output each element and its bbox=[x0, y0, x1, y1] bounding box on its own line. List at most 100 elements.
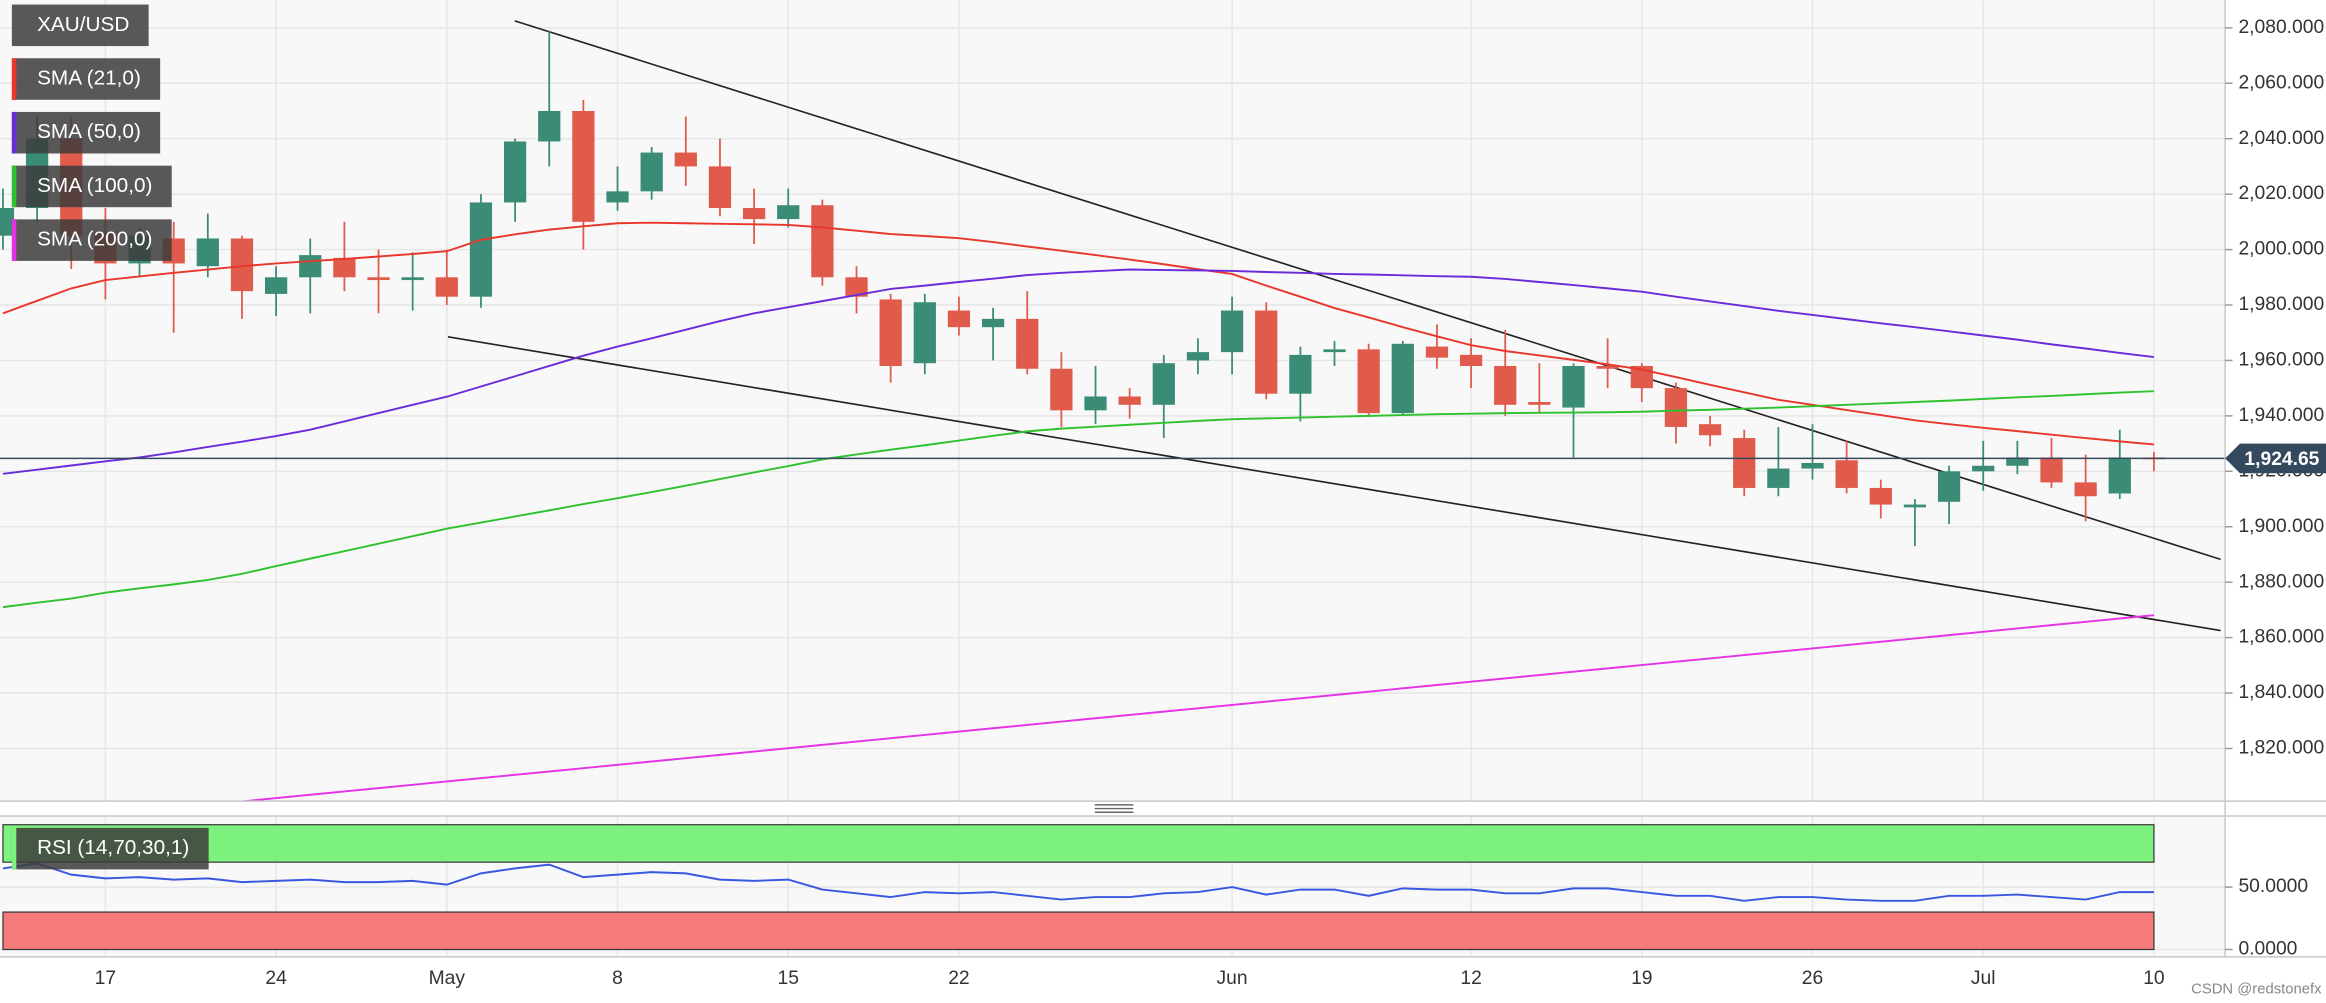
rsi-band bbox=[2, 824, 2155, 863]
candle-body bbox=[572, 110, 595, 222]
candle-body bbox=[606, 191, 629, 203]
rsi-layer bbox=[2, 824, 2155, 951]
x-tick-label: May bbox=[429, 968, 466, 989]
candle-body bbox=[1937, 471, 1961, 502]
price-layer bbox=[0, 20, 2226, 802]
candle-body bbox=[1494, 365, 1517, 405]
legend-box bbox=[11, 4, 149, 47]
x-tick-label: 8 bbox=[612, 968, 623, 989]
candle-body bbox=[1835, 460, 1858, 488]
legend-entry: SMA (21,0) bbox=[11, 58, 161, 100]
candle-body bbox=[196, 238, 219, 267]
y-tick-label: 1,820.000 bbox=[2238, 738, 2324, 759]
candle-body bbox=[1152, 363, 1175, 405]
legend-label: SMA (50,0) bbox=[37, 120, 141, 143]
candle-body bbox=[1425, 346, 1449, 358]
x-tick-label: Jun bbox=[1217, 968, 1248, 989]
y-tick-label: 1,940.000 bbox=[2238, 405, 2324, 426]
x-tick-label: 26 bbox=[1802, 968, 1823, 989]
y-tick-label: 1,880.000 bbox=[2238, 571, 2324, 592]
candle-body bbox=[913, 302, 936, 364]
pane-resize-handle[interactable] bbox=[1094, 804, 1134, 814]
y-tick-label: 1,900.000 bbox=[2238, 516, 2324, 537]
indicator-line bbox=[2, 221, 2155, 446]
legend-entry: XAU/USD bbox=[11, 4, 149, 47]
x-tick-label: 17 bbox=[95, 968, 116, 989]
candle-body bbox=[1698, 424, 1722, 436]
legend-marker bbox=[11, 219, 17, 261]
x-tick-label: 24 bbox=[265, 968, 287, 989]
legend-layer: XAU/USD SMA (21,0) SMA (50,0) SMA (100,0) SM… bbox=[11, 4, 209, 870]
candle-body bbox=[2040, 457, 2063, 483]
legend-entry: RSI (14,70,30,1) bbox=[11, 827, 209, 870]
x-tick-label: 15 bbox=[778, 968, 799, 989]
rsi-y-tick-label: 50.0000 bbox=[2238, 876, 2308, 897]
candle-body bbox=[401, 277, 424, 281]
y-tick-label: 2,040.000 bbox=[2238, 128, 2324, 149]
candle-body bbox=[1323, 349, 1346, 353]
candle-body bbox=[777, 205, 800, 220]
candle-body bbox=[947, 310, 971, 328]
legend-box bbox=[11, 58, 161, 100]
y-tick-label: 2,080.000 bbox=[2238, 17, 2324, 38]
watermark: CSDN @redstonefx bbox=[2191, 981, 2322, 997]
legend-box bbox=[11, 111, 161, 154]
candle-body bbox=[879, 299, 902, 366]
candle-body bbox=[1733, 438, 1756, 488]
candle-body bbox=[1289, 354, 1312, 394]
candle-body bbox=[1801, 462, 1824, 469]
legend-box bbox=[11, 165, 172, 208]
legend-marker bbox=[11, 111, 17, 154]
y-tick-label: 1,860.000 bbox=[2238, 627, 2324, 648]
legend-label: RSI (14,70,30,1) bbox=[37, 836, 189, 859]
candle-body bbox=[1972, 465, 1995, 472]
last-price-label: 1,924.65 bbox=[2244, 449, 2319, 470]
lower-trend-line bbox=[447, 336, 2221, 632]
upper-trend-line bbox=[514, 20, 2221, 561]
candle-body bbox=[1255, 310, 1278, 394]
price-plot-background bbox=[0, 0, 2225, 801]
candle-body bbox=[1562, 365, 1585, 408]
indicator-line bbox=[2, 390, 2154, 609]
y-tick-label: 1,960.000 bbox=[2238, 350, 2324, 371]
candle-body bbox=[469, 202, 493, 297]
candle-body bbox=[0, 207, 15, 236]
axis-layer: 17 24 May 8 15 22 Jun 12 19 26 Jul 10 1,820.000 1,840… bbox=[95, 17, 2326, 989]
legend-entry: SMA (200,0) bbox=[11, 219, 172, 261]
candle-body bbox=[503, 141, 527, 203]
candle-body bbox=[674, 152, 697, 167]
candle-body bbox=[1459, 354, 1483, 366]
legend-marker bbox=[11, 58, 17, 100]
candle-body bbox=[1050, 368, 1073, 411]
legend-label: SMA (100,0) bbox=[37, 174, 152, 197]
legend-label: SMA (21,0) bbox=[37, 67, 141, 90]
candle-body bbox=[845, 277, 868, 297]
candle-body bbox=[981, 318, 1005, 328]
last-price-tag bbox=[2225, 443, 2326, 474]
candle-body bbox=[640, 152, 663, 192]
y-tick-label: 2,060.000 bbox=[2238, 72, 2324, 93]
candle-body bbox=[1220, 310, 1244, 353]
x-tick-label: 12 bbox=[1460, 968, 1481, 989]
legend-entry: SMA (100,0) bbox=[11, 165, 172, 208]
y-tick-label: 1,840.000 bbox=[2238, 682, 2324, 703]
y-tick-label: 1,980.000 bbox=[2238, 294, 2324, 315]
candle-body bbox=[1528, 402, 1551, 405]
candle-body bbox=[264, 277, 288, 294]
candle-body bbox=[367, 277, 390, 281]
x-tick-label: Jul bbox=[1971, 968, 1996, 989]
candle-body bbox=[538, 110, 561, 142]
candle-body bbox=[2074, 482, 2097, 497]
legend-box bbox=[11, 219, 172, 261]
legend-box bbox=[11, 827, 209, 870]
candle-body bbox=[333, 257, 356, 278]
candle-body bbox=[1118, 396, 1141, 405]
candle-body bbox=[1903, 504, 1927, 508]
legend-marker bbox=[11, 165, 17, 208]
x-tick-label: 19 bbox=[1631, 968, 1652, 989]
candle-body bbox=[742, 207, 766, 220]
candle-body bbox=[1596, 365, 1619, 369]
x-tick-label: 22 bbox=[948, 968, 969, 989]
